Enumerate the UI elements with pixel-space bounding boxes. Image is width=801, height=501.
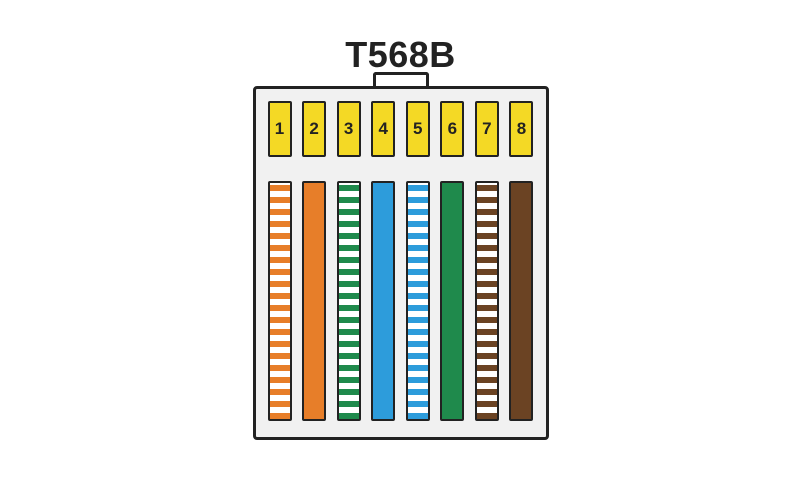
pin-6: 6	[440, 101, 464, 157]
pin-7: 7	[475, 101, 499, 157]
wire-row	[268, 181, 534, 421]
wire-8	[509, 181, 533, 421]
pin-2: 2	[302, 101, 326, 157]
pin-row: 12345678	[268, 101, 534, 157]
wire-6	[440, 181, 464, 421]
wire-4	[371, 181, 395, 421]
wire-2	[302, 181, 326, 421]
pin-5: 5	[406, 101, 430, 157]
wire-5	[406, 181, 430, 421]
rj45-connector: 12345678	[253, 86, 549, 440]
pin-1: 1	[268, 101, 292, 157]
wire-7	[475, 181, 499, 421]
pin-3: 3	[337, 101, 361, 157]
connector-body: 12345678	[253, 86, 549, 440]
diagram-title: T568B	[345, 34, 456, 76]
pin-4: 4	[371, 101, 395, 157]
wire-3	[337, 181, 361, 421]
pin-8: 8	[509, 101, 533, 157]
connector-clip	[373, 72, 429, 86]
wire-1	[268, 181, 292, 421]
